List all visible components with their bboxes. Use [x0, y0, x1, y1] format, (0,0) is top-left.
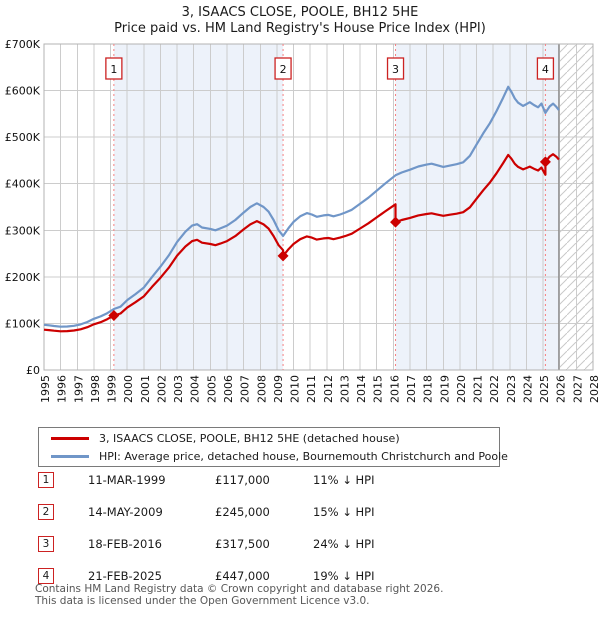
sale-point-diamond [277, 250, 289, 262]
svg-text:1999: 1999 [106, 375, 119, 403]
transaction-row: 3 18-FEB-2016 £317,500 24% ↓ HPI [0, 536, 600, 553]
transaction-date: 11-MAR-1999 [88, 473, 166, 487]
svg-text:2012: 2012 [322, 375, 335, 403]
data-series [43, 85, 560, 333]
svg-text:2017: 2017 [405, 375, 418, 403]
hpi-line [43, 85, 560, 328]
svg-text:2024: 2024 [521, 375, 534, 403]
sale-number-box [105, 57, 123, 80]
transaction-price: £117,000 [215, 473, 270, 487]
svg-text:£700K: £700K [5, 38, 41, 51]
svg-text:2027: 2027 [571, 375, 584, 403]
ownership-shaded-bands [113, 44, 559, 370]
svg-text:1995: 1995 [39, 375, 52, 403]
shaded-band [113, 44, 284, 370]
transaction-number-badge: 2 [38, 504, 54, 520]
licence-footer: Contains HM Land Registry data © Crown c… [35, 583, 443, 607]
svg-text:£200K: £200K [5, 271, 41, 284]
transaction-row: 2 14-MAY-2009 £245,000 15% ↓ HPI [0, 504, 600, 521]
transaction-hpi-diff: 15% ↓ HPI [313, 505, 375, 519]
sale-point-diamond [539, 156, 551, 168]
svg-text:2002: 2002 [155, 375, 168, 403]
svg-text:£0: £0 [26, 364, 40, 377]
sale-number-label: 3 [392, 63, 399, 76]
footer-line-1: Contains HM Land Registry data © Crown c… [35, 583, 444, 595]
transaction-hpi-diff: 19% ↓ HPI [313, 569, 375, 583]
svg-text:2007: 2007 [239, 375, 252, 403]
svg-text:2010: 2010 [289, 375, 302, 403]
transaction-price: £245,000 [215, 505, 270, 519]
svg-text:2016: 2016 [388, 375, 401, 403]
svg-text:1996: 1996 [56, 375, 69, 403]
legend-item-hpi: HPI: Average price, detached house, Bour… [39, 447, 508, 466]
svg-text:1997: 1997 [72, 375, 85, 403]
svg-text:1998: 1998 [89, 375, 102, 403]
svg-text:2026: 2026 [555, 375, 568, 403]
svg-text:2001: 2001 [139, 375, 152, 403]
property-line-swatch [51, 437, 89, 440]
plot-border [43, 43, 594, 371]
svg-text:2005: 2005 [205, 375, 218, 403]
svg-text:2009: 2009 [272, 375, 285, 403]
transaction-number-badge: 4 [38, 568, 54, 584]
svg-text:2011: 2011 [305, 375, 318, 403]
svg-text:2018: 2018 [422, 375, 435, 403]
svg-text:2008: 2008 [255, 375, 268, 403]
x-axis-labels: 1995 1996 1997 1998 1999 2000 2001 2002 2003 2004… [39, 375, 600, 403]
sale-diamond-markers [108, 156, 551, 322]
svg-text:2015: 2015 [372, 375, 385, 403]
transaction-number-badge: 3 [38, 536, 54, 552]
price-chart: 1 2 3 4 £0 £100K £200K £300K £400K £500K £600K £70… [5, 38, 600, 403]
sale-number-label: 4 [542, 63, 549, 76]
svg-text:£400K: £400K [5, 178, 41, 191]
svg-text:2021: 2021 [472, 375, 485, 403]
y-axis-labels: £0 £100K £200K £300K £400K £500K £600K £700K [5, 38, 41, 377]
transaction-date: 21-FEB-2025 [88, 569, 162, 583]
sale-number-box [386, 57, 405, 80]
transaction-price: £447,000 [215, 569, 270, 583]
shaded-band [395, 44, 559, 370]
sale-number-box [274, 57, 292, 80]
sale-number-label: 2 [280, 63, 287, 76]
svg-text:£500K: £500K [5, 131, 41, 144]
transaction-price: £317,500 [215, 537, 270, 551]
svg-text:2028: 2028 [588, 375, 600, 403]
transaction-date: 14-MAY-2009 [88, 505, 163, 519]
svg-text:£300K: £300K [5, 224, 41, 237]
chart-legend: 3, ISAACS CLOSE, POOLE, BH12 5HE (detach… [38, 427, 508, 467]
svg-text:2014: 2014 [355, 375, 368, 403]
footer-line-2: This data is licensed under the Open Gov… [35, 595, 370, 607]
svg-text:2022: 2022 [488, 375, 501, 403]
svg-text:2020: 2020 [455, 375, 468, 403]
sale-number-label: 1 [110, 63, 117, 76]
svg-text:2004: 2004 [189, 375, 202, 403]
svg-text:2006: 2006 [222, 375, 235, 403]
svg-text:£600K: £600K [5, 85, 41, 98]
transaction-row: 4 21-FEB-2025 £447,000 19% ↓ HPI [0, 568, 600, 585]
svg-text:2019: 2019 [438, 375, 451, 403]
transaction-date: 18-FEB-2016 [88, 537, 162, 551]
transaction-row: 1 11-MAR-1999 £117,000 11% ↓ HPI [0, 472, 600, 489]
sale-point-diamond [390, 216, 402, 228]
svg-text:2003: 2003 [172, 375, 185, 403]
svg-text:2025: 2025 [538, 375, 551, 403]
property-line [43, 153, 560, 333]
sale-point-diamond [108, 310, 120, 322]
transaction-number-badge: 1 [38, 472, 54, 488]
svg-text:2000: 2000 [122, 375, 135, 403]
legend-label-property: 3, ISAACS CLOSE, POOLE, BH12 5HE (detach… [99, 432, 400, 445]
legend-item-property: 3, ISAACS CLOSE, POOLE, BH12 5HE (detach… [39, 429, 499, 448]
hpi-line-swatch [51, 455, 89, 458]
page-subtitle: Price paid vs. HM Land Registry's House … [114, 21, 486, 36]
svg-text:2013: 2013 [338, 375, 351, 403]
transaction-hpi-diff: 24% ↓ HPI [313, 537, 375, 551]
page-title: 3, ISAACS CLOSE, POOLE, BH12 5HE [181, 5, 419, 20]
legend-label-hpi: HPI: Average price, detached house, Bour… [99, 450, 508, 463]
svg-text:2023: 2023 [505, 375, 518, 403]
sale-number-boxes: 1 2 3 4 [105, 57, 555, 80]
sale-number-box [536, 57, 555, 80]
transaction-hpi-diff: 11% ↓ HPI [313, 473, 375, 487]
svg-text:£100K: £100K [5, 317, 41, 330]
